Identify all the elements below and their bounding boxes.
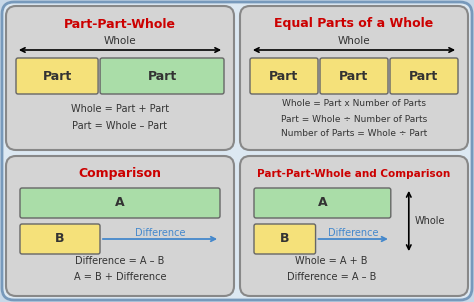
Text: Part = Whole ÷ Number of Parts: Part = Whole ÷ Number of Parts bbox=[281, 114, 427, 124]
Text: Part-Part-Whole: Part-Part-Whole bbox=[64, 18, 176, 31]
Text: Difference: Difference bbox=[135, 228, 185, 238]
FancyBboxPatch shape bbox=[390, 58, 458, 94]
FancyBboxPatch shape bbox=[240, 6, 468, 150]
Text: A: A bbox=[115, 197, 125, 210]
FancyBboxPatch shape bbox=[16, 58, 98, 94]
Text: Difference = A – B: Difference = A – B bbox=[75, 256, 164, 266]
FancyBboxPatch shape bbox=[2, 2, 472, 300]
Text: Part = Whole – Part: Part = Whole – Part bbox=[73, 121, 167, 131]
Text: Difference = A – B: Difference = A – B bbox=[286, 272, 376, 282]
Text: A: A bbox=[318, 197, 327, 210]
Text: Whole: Whole bbox=[415, 216, 445, 226]
FancyBboxPatch shape bbox=[240, 156, 468, 296]
Text: Whole: Whole bbox=[104, 36, 137, 46]
Text: Whole = Part + Part: Whole = Part + Part bbox=[71, 104, 169, 114]
Text: Whole = Part x Number of Parts: Whole = Part x Number of Parts bbox=[282, 99, 426, 108]
Text: Whole = A + B: Whole = A + B bbox=[295, 256, 367, 266]
Text: Part-Part-Whole and Comparison: Part-Part-Whole and Comparison bbox=[257, 169, 451, 179]
Text: Comparison: Comparison bbox=[79, 168, 162, 181]
Text: Part: Part bbox=[269, 69, 299, 82]
Text: A = B + Difference: A = B + Difference bbox=[74, 272, 166, 282]
FancyBboxPatch shape bbox=[6, 6, 234, 150]
Text: Equal Parts of a Whole: Equal Parts of a Whole bbox=[274, 18, 434, 31]
FancyBboxPatch shape bbox=[6, 156, 234, 296]
Text: Part: Part bbox=[42, 69, 72, 82]
FancyBboxPatch shape bbox=[100, 58, 224, 94]
Text: Part: Part bbox=[410, 69, 438, 82]
Text: Part: Part bbox=[339, 69, 369, 82]
Text: Difference: Difference bbox=[328, 228, 378, 238]
Text: B: B bbox=[55, 233, 65, 246]
FancyBboxPatch shape bbox=[20, 188, 220, 218]
FancyBboxPatch shape bbox=[20, 224, 100, 254]
Text: Number of Parts = Whole ÷ Part: Number of Parts = Whole ÷ Part bbox=[281, 130, 427, 139]
Text: B: B bbox=[280, 233, 290, 246]
Text: Whole: Whole bbox=[337, 36, 370, 46]
FancyBboxPatch shape bbox=[254, 188, 391, 218]
FancyBboxPatch shape bbox=[250, 58, 318, 94]
FancyBboxPatch shape bbox=[254, 224, 316, 254]
FancyBboxPatch shape bbox=[320, 58, 388, 94]
Text: Part: Part bbox=[147, 69, 177, 82]
